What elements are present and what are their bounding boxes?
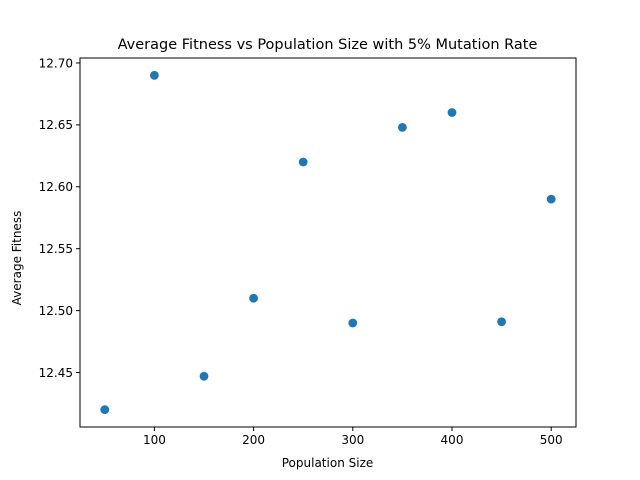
x-tick-label: 200 (242, 433, 265, 447)
data-point (199, 371, 209, 381)
y-tick-label: 12.45 (39, 366, 73, 380)
y-axis-label: Average Fitness (10, 211, 24, 306)
data-point (546, 194, 556, 204)
data-point (497, 317, 506, 327)
x-tick-label: 300 (341, 433, 364, 447)
y-tick-label: 12.60 (39, 180, 73, 194)
x-tick-label: 500 (540, 433, 563, 447)
x-tick-label: 400 (441, 433, 464, 447)
y-tick-label: 12.55 (39, 242, 73, 256)
data-point (398, 122, 407, 132)
plot-area: 100 200 300 400 500 12.45 12.50 12.55 12.60 12.65… (39, 56, 577, 447)
chart-title: Average Fitness vs Population Size with … (118, 37, 538, 53)
data-point (249, 293, 258, 303)
y-tick-label: 12.65 (39, 118, 73, 132)
data-point (447, 108, 457, 117)
plot-frame (79, 57, 577, 428)
data-point (298, 157, 308, 167)
data-point (348, 318, 358, 328)
x-tick-label: 100 (143, 433, 166, 447)
y-tick-label: 12.70 (39, 56, 73, 70)
data-point (100, 405, 110, 415)
data-point (150, 70, 159, 80)
y-tick-label: 12.50 (39, 304, 73, 318)
x-axis-label: Population Size (282, 456, 374, 470)
